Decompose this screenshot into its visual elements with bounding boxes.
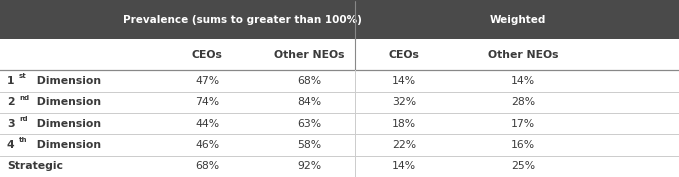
Bar bbox=[0, 0, 679, 39]
Text: 17%: 17% bbox=[511, 119, 535, 129]
Text: 32%: 32% bbox=[392, 97, 416, 107]
Text: Dimension: Dimension bbox=[33, 119, 100, 129]
Text: 16%: 16% bbox=[511, 140, 535, 150]
Text: CEOs: CEOs bbox=[191, 50, 223, 60]
Text: 44%: 44% bbox=[195, 119, 219, 129]
Text: 92%: 92% bbox=[297, 161, 321, 171]
Text: 68%: 68% bbox=[297, 76, 321, 86]
Text: 4: 4 bbox=[7, 140, 14, 150]
Text: 63%: 63% bbox=[297, 119, 321, 129]
Text: 46%: 46% bbox=[195, 140, 219, 150]
Text: 58%: 58% bbox=[297, 140, 321, 150]
Text: Dimension: Dimension bbox=[33, 76, 100, 86]
Bar bbox=[0, 39, 679, 70]
Bar bbox=[0, 113, 679, 134]
Text: 14%: 14% bbox=[392, 76, 416, 86]
Text: 1: 1 bbox=[7, 76, 14, 86]
Text: st: st bbox=[19, 73, 26, 79]
Text: 18%: 18% bbox=[392, 119, 416, 129]
Text: Other NEOs: Other NEOs bbox=[488, 50, 558, 60]
Bar bbox=[0, 92, 679, 113]
Text: Prevalence (sums to greater than 100%): Prevalence (sums to greater than 100%) bbox=[124, 15, 362, 25]
Text: Dimension: Dimension bbox=[33, 140, 100, 150]
Text: 22%: 22% bbox=[392, 140, 416, 150]
Text: Strategic: Strategic bbox=[7, 161, 62, 171]
Text: Weighted: Weighted bbox=[490, 15, 546, 25]
Text: 84%: 84% bbox=[297, 97, 321, 107]
Text: 47%: 47% bbox=[195, 76, 219, 86]
Text: th: th bbox=[19, 137, 28, 143]
Text: 28%: 28% bbox=[511, 97, 535, 107]
Text: 74%: 74% bbox=[195, 97, 219, 107]
Text: 25%: 25% bbox=[511, 161, 535, 171]
Text: 14%: 14% bbox=[392, 161, 416, 171]
Text: 3: 3 bbox=[7, 119, 14, 129]
Text: 14%: 14% bbox=[511, 76, 535, 86]
Text: Dimension: Dimension bbox=[33, 97, 100, 107]
Text: 2: 2 bbox=[7, 97, 14, 107]
Text: 68%: 68% bbox=[195, 161, 219, 171]
Bar bbox=[0, 70, 679, 92]
Text: rd: rd bbox=[19, 116, 28, 122]
Text: nd: nd bbox=[19, 95, 29, 101]
Bar bbox=[0, 156, 679, 177]
Text: Other NEOs: Other NEOs bbox=[274, 50, 344, 60]
Bar bbox=[0, 134, 679, 156]
Text: CEOs: CEOs bbox=[388, 50, 420, 60]
